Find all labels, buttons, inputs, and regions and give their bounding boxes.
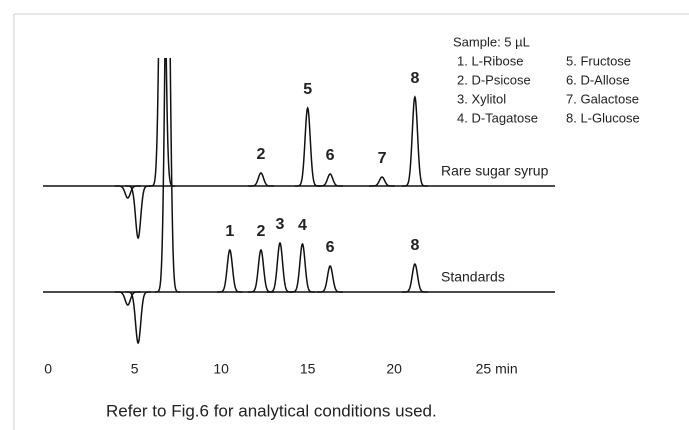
peak — [125, 185, 152, 240]
legend-entry: 5. Fructose — [566, 53, 631, 68]
peak — [317, 173, 344, 187]
peak-label: 2 — [256, 223, 265, 240]
legend-entry: 2. D-Psicose — [457, 72, 531, 87]
x-tick-label: 15 — [300, 361, 316, 377]
peak-label: 6 — [326, 239, 335, 256]
peak — [369, 176, 395, 187]
peak — [401, 95, 428, 187]
peak — [267, 241, 293, 293]
peak — [154, 58, 181, 293]
peak-label: 8 — [410, 237, 419, 254]
x-tick-label: 0 — [44, 361, 52, 377]
legend-entry: 4. D-Tagatose — [457, 110, 538, 125]
peak — [294, 106, 321, 187]
peak-label: 8 — [410, 70, 419, 87]
legend-entry: 6. D-Allose — [566, 72, 630, 87]
peak — [247, 248, 274, 293]
peak — [114, 185, 141, 199]
sample-label: Sample: 5 µL — [453, 34, 530, 49]
x-tick-label: 25 min — [476, 361, 518, 377]
peak — [401, 263, 428, 293]
caption: Refer to Fig.6 for analytical conditions… — [106, 401, 437, 420]
series-label: Rare sugar syrup — [441, 163, 549, 179]
peak — [114, 291, 141, 306]
x-tick-label: 10 — [213, 361, 229, 377]
peak-label: 3 — [276, 216, 285, 233]
peak-label: 2 — [256, 146, 265, 163]
peak — [317, 265, 344, 293]
peak-label: 4 — [298, 217, 307, 234]
peak-label: 6 — [326, 147, 335, 164]
peak — [125, 291, 152, 345]
peak-label: 7 — [378, 150, 387, 167]
x-tick-label: 20 — [386, 361, 402, 377]
legend-entry: 8. L-Glucose — [566, 110, 640, 125]
peak-label: 1 — [225, 223, 234, 240]
legend-entry: 3. Xylitol — [457, 91, 506, 106]
peak — [289, 242, 316, 293]
legend-entry: 1. L-Ribose — [457, 53, 523, 68]
traces — [43, 58, 555, 345]
x-tick-label: 5 — [131, 361, 139, 377]
peak-label: 5 — [303, 81, 312, 98]
peak — [216, 248, 243, 293]
peak — [247, 172, 274, 187]
legend-entry: 7. Galactose — [566, 91, 639, 106]
series-label: Standards — [441, 269, 505, 285]
